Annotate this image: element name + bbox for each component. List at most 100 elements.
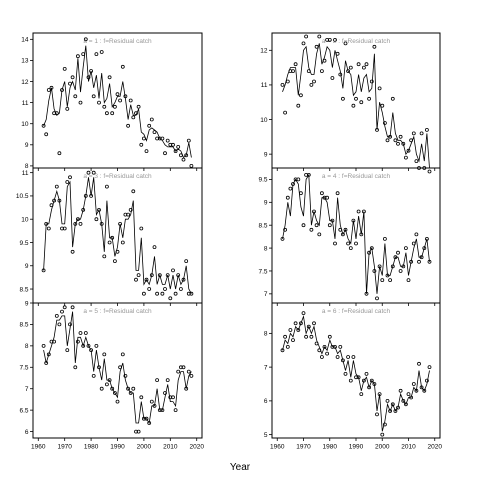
panel-4-observed-point [319,191,324,196]
panel-5-observed-point [126,386,131,391]
panel-2-observed-point [390,96,395,101]
panel-4-observed-point [330,218,335,223]
panel-5-observed-point [144,416,149,421]
panel-2-observed-point [348,65,353,70]
panel-1-ytick-label: 9 [25,142,29,149]
panel-1-observed-point [107,75,112,80]
panel-2-ytick-label: 11 [261,82,268,89]
panel-6-fitted-line [282,314,430,432]
panel-5-observed-point [105,382,109,387]
panel-2-observed-point [322,58,327,63]
panel-1-ytick-label: 12 [21,79,29,86]
panel-3-observed-point [44,221,49,226]
panel-5-observed-point [83,331,88,335]
panel-1-observed-point [184,153,189,158]
panel-6-observed-point [285,344,290,349]
panel-3-observed-point [81,207,86,212]
panel-3-observed-point [181,277,186,282]
panel-6-observed-point [280,348,285,353]
panel-2-observed-point [333,38,337,42]
panel-1-observed-point [149,117,154,122]
panel-6-observed-point [306,324,311,329]
panel-6-ytick-label: 5 [264,432,268,439]
panel-6-observed-point [401,398,406,403]
panel-4-observed-point [398,269,403,273]
panel-6-observed-point [406,392,411,397]
panel-5-observed-point [115,399,120,404]
panel-3-observed-point [176,273,181,278]
panel-6-observed-point [364,371,369,376]
panel-2-observed-point [427,169,432,174]
panel-4-observed-point [309,227,314,232]
panel-6-observed-point [369,378,374,383]
panel-6-observed-point [382,422,387,427]
panel-3-ytick-label: 8.5 [19,286,28,293]
panel-3-observed-point [139,226,144,231]
panel-6-xtick-label: 2020 [428,444,443,451]
panel-4-observed-point [390,264,395,269]
panel-3-ytick-label: 11 [22,170,29,177]
panel-3-observed-point [178,287,183,291]
panel-1-observed-point [76,54,80,59]
panel-4-observed-point [382,236,387,241]
panel-5-observed-point [68,322,72,327]
panel-5-observed-point [139,395,144,400]
panel-1-ytick-label: 11 [22,100,29,107]
panel-4-observed-point [401,264,406,269]
panel-3-observed-point [65,180,70,184]
panel-5-xtick-label: 1970 [57,444,72,451]
panel-1-fitted-line [43,45,192,159]
panel-5-observed-point [113,391,117,395]
panel-5-ytick-label: 8 [25,343,29,350]
panel-1-observed-point [134,111,138,116]
panel-5-observed-point [110,386,115,391]
panel-5-observed-point [155,378,160,383]
panel-6-observed-point [417,361,421,366]
panel-5-observed-point [52,339,56,344]
panel-1-ytick-label: 14 [21,37,29,44]
panel-6-title: a = 6 : f=Residual catch [322,308,391,315]
panel-4-ytick-label: 8 [264,245,268,252]
panel-2-observed-point [280,83,285,87]
panel-3-observed-point [70,249,75,254]
panel-4-observed-point [306,172,311,177]
panel-6-observed-point [388,409,393,413]
panel-1-observed-point [126,123,131,128]
panel-6-xtick-label: 2000 [375,444,390,451]
panel-6-observed-point [385,398,390,403]
panel-6-observed-point [327,334,332,339]
panel-3-observed-point [171,268,175,273]
panel-3-observed-point [186,291,191,296]
panel-2-observed-point [380,103,385,108]
panel-4-ytick-label: 7.5 [258,268,267,275]
panel-1-observed-point [181,157,186,162]
panel-1-observed-point [57,151,62,156]
panel-1-observed-point [176,144,181,149]
panel-1-observed-point [165,138,170,143]
panel-2-observed-point [298,93,303,98]
panel-4-observed-point [409,259,414,264]
panel-3-observed-point [157,273,162,278]
panel-2-observed-point [375,127,379,132]
panel-2-observed-point [419,131,424,136]
panel-1-observed-point [68,81,72,86]
panel-1-observed-point [62,67,67,71]
panel-1-observed-point [171,142,175,147]
panel-3-ytick-label: 9 [25,263,29,270]
panel-1-observed-point [54,111,59,116]
panel-6-observed-point [309,334,314,339]
panel-1-observed-point [97,100,101,105]
panel-5-observed-point [149,399,154,404]
panel-4-title: a = 4 : f=Residual catch [322,173,391,180]
panel-1-observed-point [78,100,83,105]
panel-2-observed-point [388,134,393,139]
panel-5-observed-point [78,331,83,335]
panel-3-observed-point [173,291,178,296]
panel-5-observed-point [157,408,162,413]
panel-3-observed-point [54,184,59,189]
panel-1-observed-point [86,75,91,80]
panel-5-observed-point [54,313,59,318]
panel-5-observed-point [70,305,75,310]
panel-1-observed-point [186,138,191,143]
panel-5-observed-point [131,386,136,391]
